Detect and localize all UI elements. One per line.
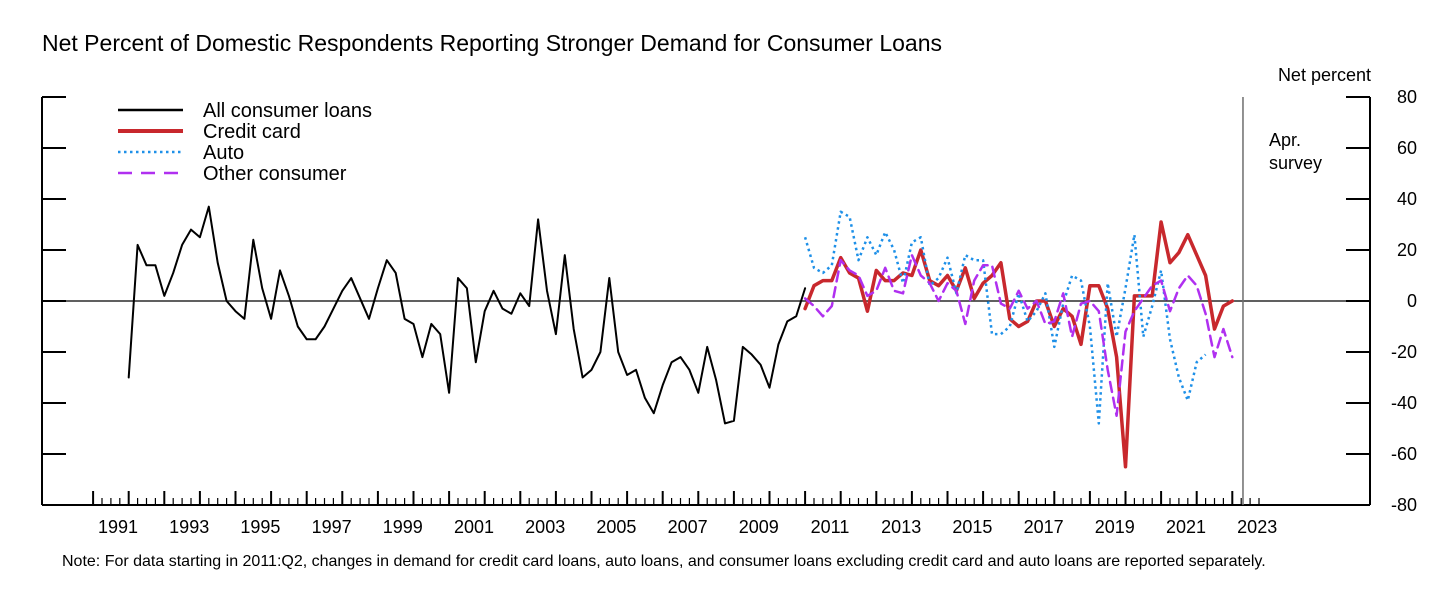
y-tick-label: -60: [1391, 444, 1417, 464]
survey-label-line2: survey: [1269, 153, 1322, 173]
x-tick-label: 1999: [383, 517, 423, 537]
series-line-other-consumer: [803, 253, 1234, 417]
y-tick-label: 80: [1397, 87, 1417, 107]
x-tick-label: 2023: [1237, 517, 1277, 537]
y-axis: 80 60 40 20 0 -20 -40 -60 -80: [42, 87, 1417, 515]
x-tick-label: 2005: [596, 517, 636, 537]
series-line-auto: [803, 210, 1207, 425]
y-tick-label: 60: [1397, 138, 1417, 158]
y-axis-title: Net percent: [1278, 65, 1371, 85]
y-tick-label: 40: [1397, 189, 1417, 209]
x-tick-label: 2015: [952, 517, 992, 537]
x-tick-label: 2007: [668, 517, 708, 537]
x-axis: 1991 1993 1995 1997 1999 2001 2003 2005 2007 2009…: [92, 491, 1277, 537]
legend-label: All consumer loans: [203, 100, 372, 122]
chart-title: Net Percent of Domestic Respondents Repo…: [42, 30, 943, 56]
x-tick-label: 2013: [881, 517, 921, 537]
legend-label: Other consumer: [203, 163, 347, 185]
series-line-credit-card: [803, 220, 1235, 469]
legend-label: Credit card: [203, 121, 301, 143]
y-tick-label: 20: [1397, 240, 1417, 260]
x-tick-label: 2017: [1024, 517, 1064, 537]
x-tick-label: 2011: [811, 517, 850, 537]
x-tick-label: 2003: [525, 517, 565, 537]
series-line-all-consumer-loans: [127, 205, 807, 425]
x-tick-label: 2021: [1166, 517, 1206, 537]
y-tick-label: 0: [1407, 291, 1417, 311]
y-tick-label: -20: [1391, 342, 1417, 362]
survey-annotation: Apr. survey: [1242, 97, 1322, 505]
y-tick-label: -80: [1391, 495, 1417, 515]
x-tick-label: 1995: [240, 517, 280, 537]
x-tick-label: 1991: [98, 517, 138, 537]
y-tick-label: -40: [1391, 393, 1417, 413]
x-tick-label: 1997: [312, 517, 352, 537]
x-tick-label: 1993: [169, 517, 209, 537]
x-tick-label: 2019: [1095, 517, 1135, 537]
x-tick-label: 2009: [739, 517, 779, 537]
series-group: [127, 205, 1235, 469]
chart-note: Note: For data starting in 2011:Q2, chan…: [62, 553, 1266, 570]
survey-label-line1: Apr.: [1269, 130, 1301, 150]
legend-label: Auto: [203, 142, 244, 164]
x-tick-label: 2001: [454, 517, 494, 537]
